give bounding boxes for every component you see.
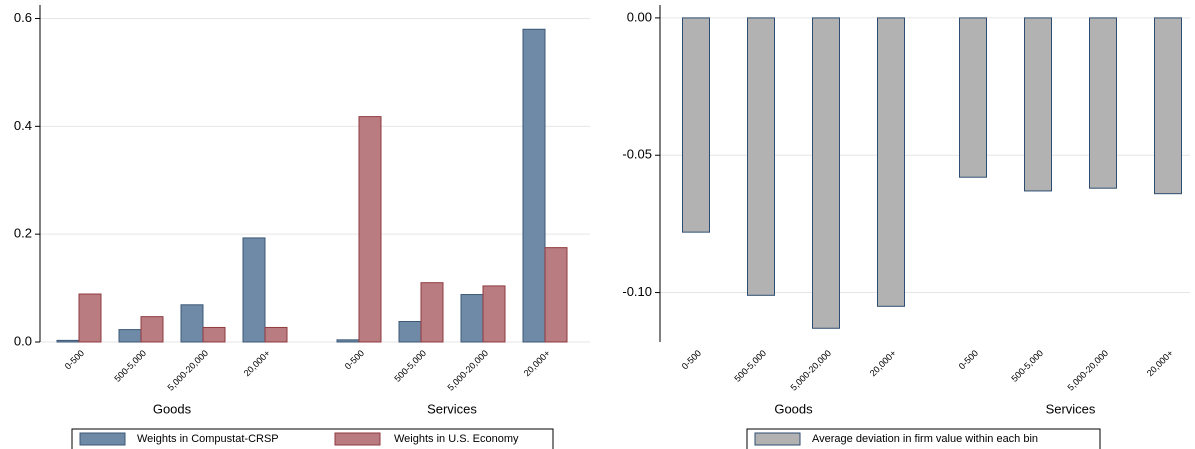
bar <box>180 304 204 343</box>
bar <box>242 237 266 343</box>
y-tick-label: -0.10 <box>622 284 652 299</box>
y-tick-label: 0.4 <box>14 118 32 133</box>
bar <box>420 282 444 343</box>
x-tick-label: 5,000-20,000 <box>789 348 834 393</box>
bar <box>959 17 987 178</box>
group-label: Services <box>1046 401 1096 416</box>
group-label: Services <box>427 401 477 416</box>
x-tick-label: 500-5,000 <box>732 348 768 384</box>
group-label: Goods <box>774 401 813 416</box>
legend-box <box>746 428 1101 449</box>
bar <box>358 116 382 343</box>
y-tick-label: -0.05 <box>622 147 652 162</box>
bar <box>78 293 102 343</box>
x-tick-label: 20,000+ <box>522 348 552 378</box>
bar <box>522 28 546 343</box>
bar <box>460 294 484 343</box>
x-tick-label: 20,000+ <box>868 348 898 378</box>
bar <box>118 329 142 343</box>
legend-box <box>71 428 554 449</box>
x-tick-label: 5,000-20,000 <box>166 348 211 393</box>
legend-swatch <box>754 432 801 446</box>
bar <box>682 17 710 233</box>
bar <box>747 17 775 296</box>
legend-label: Average deviation in firm value within e… <box>812 433 1038 445</box>
x-tick-label: 500-5,000 <box>112 348 148 384</box>
bar <box>1024 17 1052 192</box>
x-tick-label: 20,000+ <box>242 348 272 378</box>
bar <box>1089 17 1117 189</box>
bar <box>264 326 288 343</box>
bar <box>56 339 80 343</box>
bar <box>482 285 506 343</box>
legend-swatch <box>79 432 126 446</box>
group-label: Goods <box>153 401 192 416</box>
x-tick-label: 0-500 <box>680 348 703 371</box>
bar <box>1154 17 1182 195</box>
bar <box>336 339 360 343</box>
x-tick-label: 500-5,000 <box>1009 348 1045 384</box>
bar <box>202 326 226 343</box>
x-tick-label: 0-500 <box>63 348 86 371</box>
x-tick-label: 5,000-20,000 <box>446 348 491 393</box>
x-tick-label: 0-500 <box>343 348 366 371</box>
legend-swatch <box>334 432 381 446</box>
x-tick-label: 500-5,000 <box>392 348 428 384</box>
y-tick-label: 0.00 <box>627 9 652 24</box>
y-tick-label: 0.0 <box>14 333 32 348</box>
bar <box>877 17 905 307</box>
bar <box>812 17 840 329</box>
bar <box>140 316 164 343</box>
x-tick-label: 0-500 <box>957 348 980 371</box>
bar <box>544 247 568 343</box>
x-tick-label: 20,000+ <box>1145 348 1175 378</box>
legend-label: Weights in Compustat-CRSP <box>137 433 279 445</box>
x-tick-label: 5,000-20,000 <box>1066 348 1111 393</box>
y-tick-label: 0.2 <box>14 226 32 241</box>
y-tick-label: 0.6 <box>14 10 32 25</box>
bar <box>398 321 422 343</box>
legend-label: Weights in U.S. Economy <box>394 433 519 445</box>
